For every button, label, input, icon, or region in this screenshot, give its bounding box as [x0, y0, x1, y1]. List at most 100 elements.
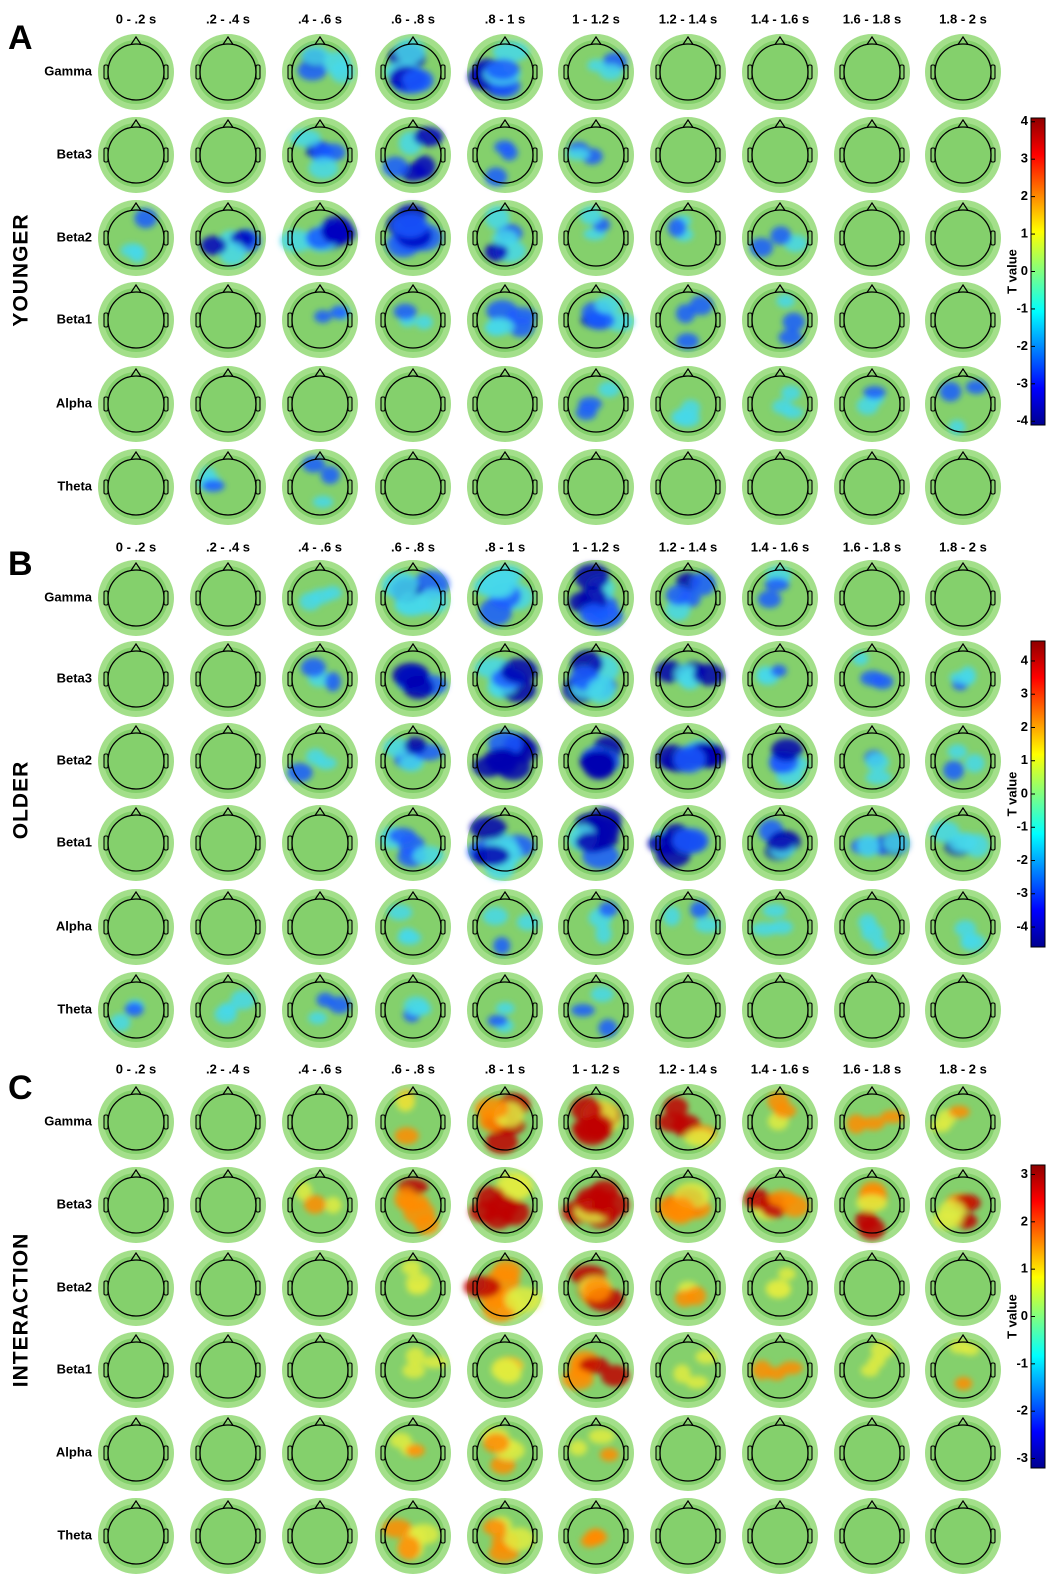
- topomap: [925, 34, 1001, 110]
- ear-left: [930, 590, 936, 606]
- nose: [130, 367, 142, 377]
- activation-blob: [673, 745, 706, 773]
- activation-blob: [324, 1196, 342, 1214]
- topomap: [650, 1332, 726, 1408]
- ear-right: [347, 1197, 353, 1213]
- ear-left: [563, 64, 569, 80]
- ear-right: [990, 312, 996, 328]
- activation: [300, 657, 341, 692]
- topomap: [925, 1332, 1001, 1408]
- ear-right: [623, 1362, 629, 1378]
- activation-blob: [308, 157, 339, 179]
- topomap: [925, 972, 1001, 1048]
- activation-blob: [930, 1119, 951, 1133]
- activation: [769, 738, 809, 786]
- ear-left: [563, 312, 569, 328]
- activation: [932, 1193, 981, 1230]
- nose: [682, 890, 694, 900]
- topomap: [375, 117, 451, 193]
- topomap: [650, 641, 726, 717]
- topomap: [375, 200, 451, 276]
- activation: [482, 907, 540, 955]
- ear-left: [839, 147, 845, 163]
- ear-left: [839, 1362, 845, 1378]
- topomap-face: [931, 1256, 995, 1320]
- topomap: [190, 366, 266, 442]
- nose: [957, 642, 969, 652]
- time-window-label: 1.6 - 1.8 s: [843, 539, 902, 554]
- topomap: [98, 972, 174, 1048]
- ear-left: [839, 590, 845, 606]
- ear-left: [563, 753, 569, 769]
- activation: [756, 664, 787, 686]
- activation-blob: [770, 226, 792, 245]
- ear-right: [623, 1002, 629, 1018]
- topomap: [650, 282, 726, 358]
- ear-left: [747, 1362, 753, 1378]
- time-window-label: 1.8 - 2 s: [939, 11, 987, 26]
- ear-left: [195, 1197, 201, 1213]
- time-window-label: .4 - .6 s: [298, 1061, 342, 1076]
- activation-blob: [500, 144, 518, 161]
- time-window-label: 1.8 - 2 s: [939, 1061, 987, 1076]
- topomap: [742, 117, 818, 193]
- topomap: [925, 1167, 1001, 1243]
- topomap: [834, 1167, 910, 1243]
- colorbar-tick-label: 3: [1021, 151, 1028, 166]
- topomap-face: [840, 288, 904, 352]
- ear-left: [747, 590, 753, 606]
- time-window-label: 1.4 - 1.6 s: [751, 539, 810, 554]
- ear-right: [623, 312, 629, 328]
- ear-right: [715, 230, 721, 246]
- ear-left: [103, 479, 109, 495]
- activation: [852, 651, 894, 690]
- topomap: [558, 366, 634, 442]
- activation-blob: [938, 1200, 966, 1222]
- ear-left: [195, 835, 201, 851]
- activation-blob: [858, 1217, 886, 1241]
- ear-left: [103, 230, 109, 246]
- topomap: [742, 1332, 818, 1408]
- activation-blob: [308, 1011, 328, 1025]
- ear-right: [347, 230, 353, 246]
- activation-blob: [300, 657, 327, 678]
- topomap: [375, 1415, 451, 1491]
- activation: [663, 901, 721, 933]
- colorbar-tick-label: -1: [1016, 1355, 1028, 1370]
- ear-right: [899, 1114, 905, 1130]
- topomap-face: [104, 895, 168, 959]
- ear-right: [990, 147, 996, 163]
- topomap: [282, 117, 358, 193]
- ear-right: [715, 919, 721, 935]
- ear-left: [655, 671, 661, 687]
- topomap: [834, 34, 910, 110]
- ear-right: [715, 1114, 721, 1130]
- ear-right: [990, 1445, 996, 1461]
- nose: [774, 973, 786, 983]
- ear-right: [347, 1362, 353, 1378]
- topomap: [375, 1332, 451, 1408]
- band-label: Alpha: [56, 395, 93, 410]
- nose: [774, 1168, 786, 1178]
- ear-right: [899, 1445, 905, 1461]
- activation: [487, 1002, 515, 1033]
- ear-right: [440, 1002, 446, 1018]
- ear-right: [899, 230, 905, 246]
- activation: [214, 989, 256, 1024]
- time-window-label: .8 - 1 s: [485, 539, 525, 554]
- ear-right: [532, 1445, 538, 1461]
- activation: [484, 300, 537, 338]
- activation-blob: [474, 1097, 509, 1120]
- colorbar-tick-label: 3: [1021, 1166, 1028, 1181]
- topomap-face: [931, 978, 995, 1042]
- activation-blob: [320, 466, 340, 485]
- ear-left: [655, 590, 661, 606]
- topomap-face: [931, 206, 995, 270]
- activation-blob: [600, 1365, 630, 1387]
- activation-blob: [389, 1432, 412, 1449]
- ear-right: [440, 1114, 446, 1130]
- ear-left: [195, 1114, 201, 1130]
- ear-left: [195, 147, 201, 163]
- ear-left: [655, 835, 661, 851]
- ear-right: [715, 147, 721, 163]
